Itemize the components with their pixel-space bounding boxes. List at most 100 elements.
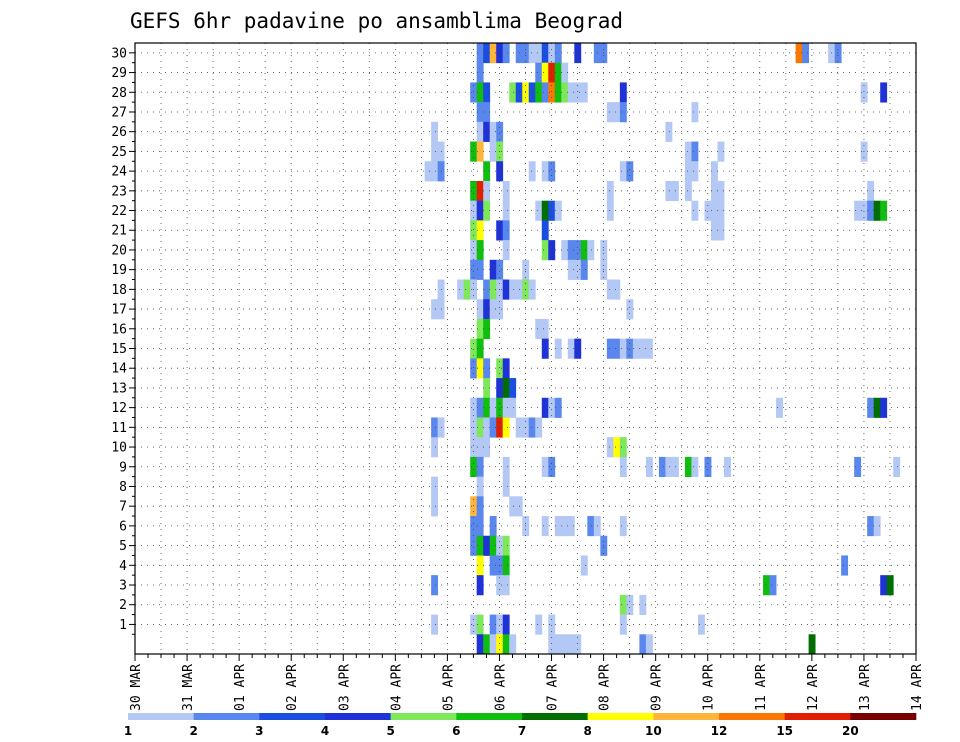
heatmap-cell (691, 102, 699, 123)
heatmap-cell (502, 180, 510, 202)
heatmap-cell (483, 299, 491, 320)
heatmap-cell (548, 240, 556, 261)
heatmap-cell (457, 279, 465, 300)
heatmap-cell (691, 456, 699, 478)
x-tick-label: 11 APR (754, 664, 769, 711)
heatmap-cell (431, 575, 439, 596)
heatmap-cell (489, 121, 497, 142)
heatmap-cell (580, 555, 588, 576)
heatmap-cell (470, 358, 478, 379)
heatmap-cell (541, 397, 549, 418)
colorbar-segment (522, 713, 588, 720)
heatmap-cell (717, 141, 725, 162)
heatmap-cell (541, 200, 549, 221)
heatmap-cell (502, 575, 510, 596)
heatmap-cell (509, 82, 517, 103)
heatmap-cell (535, 62, 543, 83)
heatmap-cell (808, 634, 816, 655)
heatmap-cell (704, 200, 712, 221)
x-tick-label: 02 APR (285, 664, 300, 711)
heatmap-cell (697, 614, 705, 635)
y-tick-label: 22 (111, 204, 127, 219)
colorbar-segment (259, 713, 326, 720)
heatmap-cell (431, 121, 439, 142)
y-tick-label: 27 (111, 105, 127, 120)
heatmap-cell (574, 259, 582, 280)
heatmap-cell (496, 121, 504, 142)
heatmap-cell (710, 161, 718, 182)
heatmap-cell (541, 456, 549, 478)
heatmap-cell (587, 240, 595, 261)
heatmap-cell (431, 496, 439, 517)
heatmap-cell (476, 634, 484, 655)
y-tick-label: 8 (119, 480, 127, 495)
heatmap-cell (587, 516, 595, 537)
heatmap-cell (496, 575, 504, 596)
heatmap-cell (554, 62, 562, 83)
heatmap-cell (483, 82, 491, 103)
heatmap-cell (639, 594, 647, 615)
y-tick-label: 11 (111, 421, 127, 436)
heatmap-cell (502, 476, 510, 497)
heatmap-cell (541, 240, 549, 261)
heatmap-cell (476, 121, 484, 142)
heatmap-cell (561, 240, 569, 261)
heatmap-cell (580, 259, 588, 280)
heatmap-cell (502, 634, 510, 655)
y-tick-label: 14 (111, 362, 127, 377)
y-tick-label: 4 (119, 559, 127, 574)
heatmap-cell (567, 259, 575, 280)
heatmap-cell (554, 43, 562, 64)
heatmap-cell (431, 141, 439, 162)
heatmap-cell (496, 397, 504, 418)
x-tick-label: 13 APR (858, 664, 873, 711)
heatmap-cell (873, 516, 881, 537)
heatmap-cell (684, 161, 692, 182)
heatmap-cell (717, 200, 725, 221)
heatmap-cell (567, 240, 575, 261)
heatmap-cell (639, 338, 647, 359)
heatmap-cell (567, 338, 575, 359)
heatmap-cell (483, 358, 491, 379)
heatmap-cell (691, 141, 699, 162)
y-tick-label: 18 (111, 283, 127, 298)
heatmap-cell (834, 43, 842, 64)
heatmap-cell (502, 220, 510, 241)
heatmap-cell (483, 43, 491, 64)
heatmap-cell (619, 516, 627, 537)
heatmap-cell (776, 397, 783, 418)
colorbar-segment (193, 713, 260, 720)
heatmap-cell (496, 259, 504, 280)
heatmap-cell (769, 575, 777, 596)
heatmap-cell (717, 180, 725, 202)
heatmap-cell (665, 180, 673, 202)
heatmap-cell (476, 200, 484, 221)
heatmap-cell (489, 634, 497, 655)
heatmap-cell (528, 43, 536, 64)
heatmap-cell (476, 259, 484, 280)
heatmap-cell (619, 161, 627, 182)
heatmap-cell (691, 161, 699, 182)
colorbar-label: 6 (452, 724, 460, 738)
heatmap-cell (470, 338, 478, 359)
heatmap-cell (476, 180, 484, 202)
heatmap-cell (580, 240, 588, 261)
heatmap-cell (710, 180, 718, 202)
y-tick-label: 16 (111, 322, 127, 337)
heatmap-cell (483, 161, 491, 182)
heatmap-cell (489, 259, 497, 280)
heatmap-cell (489, 397, 497, 418)
heatmap-cell (613, 102, 621, 123)
heatmap-cell (619, 594, 627, 615)
x-tick-label: 01 APR (233, 664, 248, 711)
x-tick-label: 05 APR (441, 664, 456, 711)
heatmap-cell (489, 43, 497, 64)
heatmap-cell (509, 279, 517, 300)
heatmap-cell (470, 240, 478, 261)
heatmap-cell (541, 43, 549, 64)
colorbar-label: 7 (518, 724, 526, 738)
heatmap-cell (619, 437, 627, 458)
heatmap-cell (476, 456, 484, 478)
heatmap-cell (476, 141, 484, 162)
heatmap-cell (496, 535, 504, 556)
